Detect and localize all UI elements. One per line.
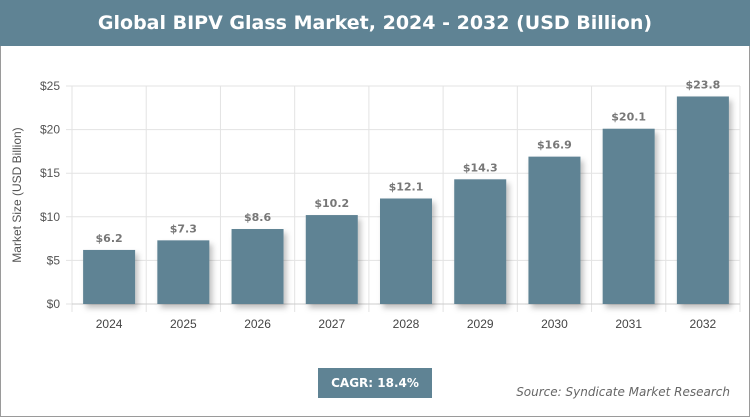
- y-tick-label: $25: [40, 79, 60, 93]
- bar-2025: [157, 240, 210, 304]
- bar-2028: [380, 198, 432, 304]
- bar-2031: [602, 128, 655, 304]
- bar-2030: [528, 156, 581, 304]
- x-tick-label: 2025: [170, 317, 197, 331]
- data-label: $20.1: [611, 111, 646, 124]
- data-label: $6.2: [96, 232, 123, 245]
- x-tick-label: 2029: [467, 317, 494, 331]
- data-label: $12.1: [389, 180, 424, 193]
- bar-2027: [305, 215, 358, 304]
- data-label: $14.3: [463, 161, 498, 174]
- data-label: $7.3: [170, 222, 197, 235]
- x-tick-label: 2031: [615, 317, 642, 331]
- bar-2024: [83, 249, 136, 304]
- x-tick-label: 2026: [244, 317, 271, 331]
- y-axis-label: Market Size (USD Billion): [10, 127, 24, 262]
- data-label: $16.9: [537, 139, 572, 152]
- x-tick-label: 2028: [393, 317, 420, 331]
- x-tick-label: 2027: [318, 317, 345, 331]
- bar-2029: [454, 179, 507, 304]
- bar-2026: [231, 229, 284, 304]
- y-tick-label: $5: [47, 253, 61, 267]
- chart-title: Global BIPV Glass Market, 2024 - 2032 (U…: [0, 0, 750, 46]
- y-tick-label: $0: [47, 297, 61, 311]
- y-tick-label: $15: [40, 166, 60, 180]
- x-tick-label: 2024: [96, 317, 123, 331]
- x-tick-label: 2030: [541, 317, 568, 331]
- source-note: Source: Syndicate Market Research: [516, 385, 730, 399]
- data-label: $8.6: [244, 211, 271, 224]
- y-tick-label: $20: [40, 123, 60, 137]
- data-label: $10.2: [314, 197, 349, 210]
- y-tick-label: $10: [40, 210, 60, 224]
- data-label: $23.8: [685, 78, 720, 91]
- cagr-badge: CAGR: 18.4%: [318, 368, 432, 398]
- x-tick-label: 2032: [690, 317, 717, 331]
- bar-2032: [676, 96, 729, 305]
